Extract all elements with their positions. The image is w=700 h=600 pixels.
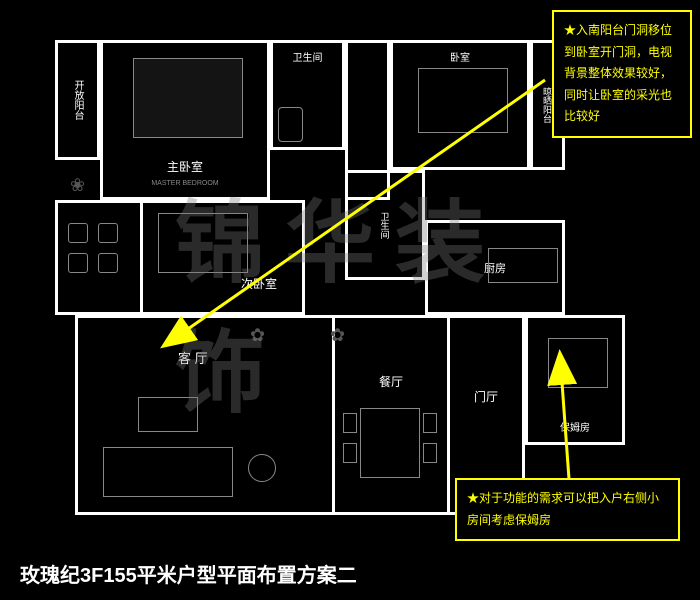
- furn-counter: [488, 248, 558, 283]
- furn-bed3: [158, 213, 248, 273]
- room-living: 客 厅: [75, 315, 335, 515]
- plan-title: 玫瑰纪3F155平米户型平面布置方案二: [20, 559, 357, 588]
- furn-dining-chair-l1: [343, 413, 357, 433]
- label-balcony-left: 开放阳台: [70, 80, 85, 120]
- note2-text: ★对于功能的需求可以把入户右侧小房间考虑保姆房: [467, 491, 659, 527]
- furn-chair4: [98, 253, 118, 273]
- room-bath2: 卫生间: [345, 170, 425, 280]
- room-balcony-left: 开放阳台: [55, 40, 100, 160]
- room-nanny: 保姆房: [525, 315, 625, 445]
- label-bedroom2: 卧室: [450, 49, 470, 64]
- furn-sofa: [103, 447, 233, 497]
- label-living: 客 厅: [178, 348, 208, 367]
- furn-chair1: [68, 223, 88, 243]
- furn-bed2: [418, 68, 508, 133]
- annotation-note-1: ★入南阳台门洞移位到卧室开门洞，电视背景整体效果较好，同时让卧室的采光也比较好: [552, 10, 692, 138]
- floor-plan: 开放阳台 主卧室 MASTER BEDROOM 卫生间 卧室 晾晒阳台 次卧室 …: [55, 20, 595, 520]
- furn-coffee-table: [138, 397, 198, 432]
- furn-chair3: [68, 253, 88, 273]
- deco-plant-2: ✿: [330, 325, 345, 346]
- room-bedroom2: 卧室: [390, 40, 530, 170]
- furn-nanny-bed: [548, 338, 608, 388]
- furn-dining-chair-r2: [423, 443, 437, 463]
- furn-dining-chair-r1: [423, 413, 437, 433]
- room-kitchen: 厨房: [425, 220, 565, 315]
- note1-text: ★入南阳台门洞移位到卧室开门洞，电视背景整体效果较好，同时让卧室的采光也比较好: [564, 23, 672, 123]
- annotation-note-2: ★对于功能的需求可以把入户右侧小房间考虑保姆房: [455, 478, 680, 541]
- label-dining: 餐厅: [379, 373, 403, 390]
- label-second-bedroom: 次卧室: [241, 275, 277, 292]
- room-dining: 餐厅: [335, 315, 450, 515]
- sublabel-master-bedroom: MASTER BEDROOM: [151, 180, 218, 187]
- room-bathroom-top: 卫生间: [270, 40, 345, 150]
- furn-side-table: [248, 454, 276, 482]
- deco-plant-3: ❀: [70, 175, 85, 196]
- furn-dining-chair-l2: [343, 443, 357, 463]
- furn-dining-table: [360, 408, 420, 478]
- furn-toilet: [278, 107, 303, 142]
- deco-plant-1: ✿: [250, 325, 265, 346]
- label-bathroom-top: 卫生间: [293, 49, 323, 64]
- furn-master-bed: [133, 58, 243, 138]
- room-second-bedroom: 次卧室: [140, 200, 305, 315]
- label-master-bedroom: 主卧室: [167, 158, 203, 175]
- label-bath2: 卫生间: [379, 212, 392, 239]
- furn-chair2: [98, 223, 118, 243]
- room-master-bedroom: 主卧室 MASTER BEDROOM: [100, 40, 270, 200]
- label-foyer: 门厅: [474, 388, 498, 405]
- room-left-side: [55, 200, 140, 315]
- label-nanny: 保姆房: [560, 419, 590, 434]
